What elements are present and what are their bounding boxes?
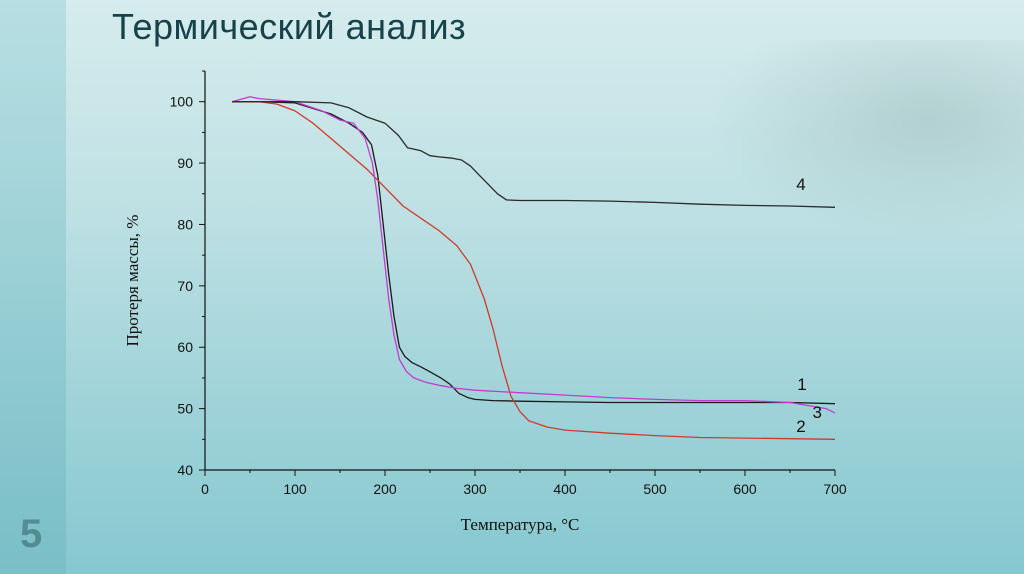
- y-tick-label: 60: [177, 339, 193, 355]
- x-tick-label: 500: [643, 481, 667, 497]
- y-tick-label: 40: [177, 462, 193, 478]
- y-tick-label: 90: [177, 155, 193, 171]
- series-label-1: 1: [797, 375, 806, 394]
- series-1-line: [232, 101, 836, 405]
- series-label-4: 4: [796, 175, 805, 194]
- slide-title: Термический анализ: [112, 6, 467, 47]
- series-2-line: [232, 101, 836, 440]
- y-tick-label: 100: [170, 94, 194, 110]
- y-tick-label: 70: [177, 278, 193, 294]
- slide-number: 5: [20, 512, 43, 556]
- y-tick-label: 50: [177, 401, 193, 417]
- series-label-3: 3: [813, 403, 822, 422]
- background-mist: [704, 40, 1024, 240]
- chart-axes: 0 100 200 300 400 500 600 700 40 50 60 70 80 90 100: [170, 70, 847, 497]
- chart-plot-area: 4 132: [231, 96, 836, 440]
- y-tick-label: 80: [177, 216, 193, 232]
- x-tick-label: 100: [283, 481, 307, 497]
- series-4-line: [232, 101, 836, 208]
- x-tick-label: 0: [201, 481, 209, 497]
- x-tick-label: 600: [733, 481, 757, 497]
- series-3-line: [231, 96, 836, 414]
- x-tick-label: 300: [463, 481, 487, 497]
- left-decorative-strip: [0, 0, 66, 574]
- x-tick-label: 200: [373, 481, 397, 497]
- x-tick-label: 700: [823, 481, 847, 497]
- x-tick-label: 400: [553, 481, 577, 497]
- x-axis-title: Температура, °С: [461, 515, 580, 534]
- series-label-2: 2: [796, 417, 805, 436]
- y-axis-title: Протеря массы, %: [123, 215, 142, 347]
